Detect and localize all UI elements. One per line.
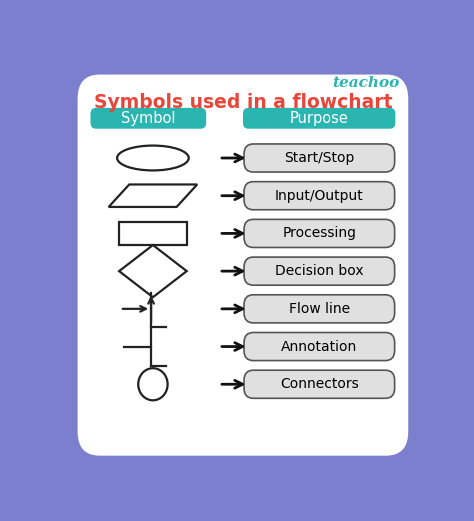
FancyBboxPatch shape (78, 75, 408, 456)
Ellipse shape (117, 145, 189, 170)
Polygon shape (109, 184, 197, 207)
FancyBboxPatch shape (243, 108, 395, 129)
Text: Input/Output: Input/Output (275, 189, 364, 203)
Text: Processing: Processing (283, 227, 356, 240)
FancyBboxPatch shape (91, 108, 206, 129)
FancyBboxPatch shape (244, 219, 395, 247)
Text: Symbol: Symbol (121, 111, 176, 126)
Text: Symbols used in a flowchart: Symbols used in a flowchart (94, 93, 392, 112)
FancyBboxPatch shape (244, 295, 395, 323)
Text: teachoo: teachoo (332, 77, 399, 90)
Text: Start/Stop: Start/Stop (284, 151, 355, 165)
FancyBboxPatch shape (244, 257, 395, 285)
FancyBboxPatch shape (244, 182, 395, 210)
Text: Annotation: Annotation (281, 340, 357, 354)
Polygon shape (119, 245, 187, 297)
FancyBboxPatch shape (244, 144, 395, 172)
Circle shape (138, 368, 168, 400)
Text: Purpose: Purpose (290, 111, 349, 126)
Text: Connectors: Connectors (280, 377, 359, 391)
Polygon shape (119, 222, 187, 245)
FancyBboxPatch shape (244, 332, 395, 361)
Text: Decision box: Decision box (275, 264, 364, 278)
Text: Flow line: Flow line (289, 302, 350, 316)
FancyBboxPatch shape (244, 370, 395, 398)
